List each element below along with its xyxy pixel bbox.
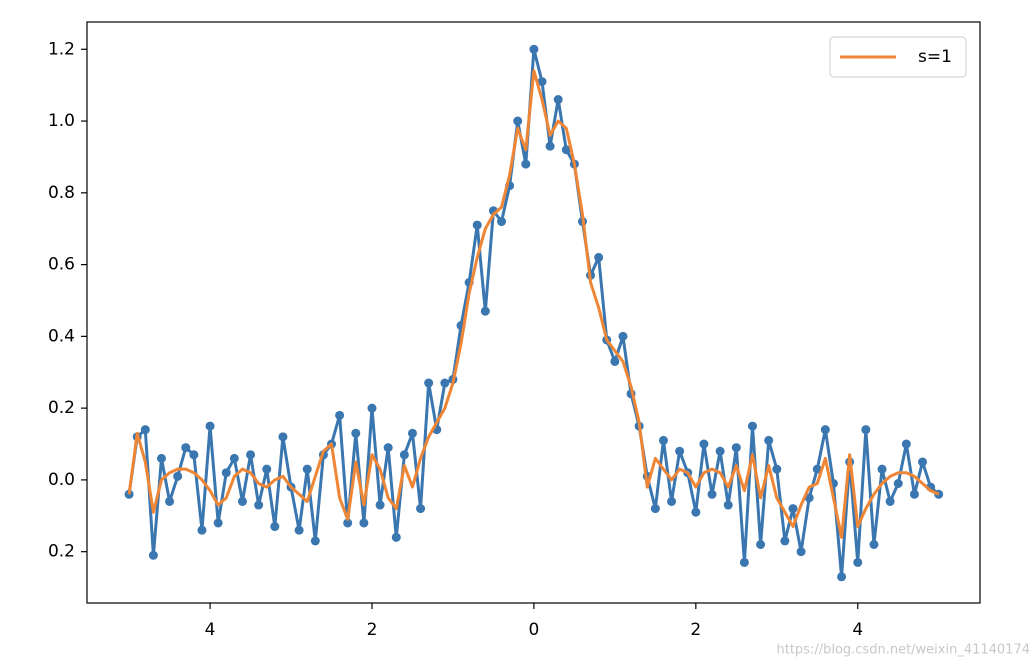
point xyxy=(594,252,604,262)
point xyxy=(140,425,150,435)
point xyxy=(359,518,369,528)
point xyxy=(812,464,822,474)
point xyxy=(148,550,158,560)
point xyxy=(197,525,207,535)
x-tick-label: 0 xyxy=(528,620,539,640)
x-tick-label: 2 xyxy=(367,620,378,640)
series-line xyxy=(127,69,940,539)
point xyxy=(399,450,409,460)
point xyxy=(440,378,450,388)
point xyxy=(237,496,247,506)
point xyxy=(764,435,774,445)
point xyxy=(691,507,701,517)
point xyxy=(820,425,830,435)
point xyxy=(472,220,482,230)
point xyxy=(181,443,191,453)
point xyxy=(156,453,166,463)
point xyxy=(335,410,345,420)
y-tick-label: 1.2 xyxy=(48,39,75,59)
point xyxy=(780,536,790,546)
point xyxy=(861,425,871,435)
point xyxy=(351,428,361,438)
x-tick-label: 4 xyxy=(205,620,216,640)
x-tick-label: 2 xyxy=(690,620,701,640)
y-tick-label: 0.0 xyxy=(48,470,75,490)
point xyxy=(205,421,215,431)
point xyxy=(529,44,539,54)
point xyxy=(796,547,806,557)
point xyxy=(667,496,677,506)
point xyxy=(545,141,555,151)
point xyxy=(918,457,928,467)
point xyxy=(715,446,725,456)
point xyxy=(707,489,717,499)
point xyxy=(788,504,798,514)
point xyxy=(480,306,490,316)
x-tick-label: 4 xyxy=(852,620,863,640)
y-tick-label: 0.8 xyxy=(48,183,75,203)
point xyxy=(367,403,377,413)
axes-frame xyxy=(86,21,981,604)
point xyxy=(553,95,563,105)
point xyxy=(254,500,264,510)
point xyxy=(739,557,749,567)
point xyxy=(877,464,887,474)
point xyxy=(885,496,895,506)
point xyxy=(723,500,733,510)
point xyxy=(302,464,312,474)
point xyxy=(853,557,863,567)
point xyxy=(173,471,183,481)
point xyxy=(391,532,401,542)
point xyxy=(513,116,523,126)
point xyxy=(343,518,353,528)
point xyxy=(561,145,571,155)
point xyxy=(383,443,393,453)
point xyxy=(747,421,757,431)
point xyxy=(246,450,256,460)
y-tick-label: 1.0 xyxy=(48,111,75,131)
y-tick-label: 0.6 xyxy=(48,255,75,275)
point xyxy=(756,540,766,550)
point xyxy=(909,489,919,499)
point xyxy=(650,504,660,514)
point xyxy=(213,518,223,528)
point xyxy=(294,525,304,535)
legend-box xyxy=(829,36,967,78)
point xyxy=(521,159,531,169)
point xyxy=(497,217,507,227)
point xyxy=(893,478,903,488)
legend-label: s=1 xyxy=(918,47,952,67)
y-tick-label: 0.2 xyxy=(48,542,75,562)
point xyxy=(610,356,620,366)
point xyxy=(699,439,709,449)
point xyxy=(407,428,417,438)
point xyxy=(731,443,741,453)
point xyxy=(270,522,280,532)
point xyxy=(262,464,272,474)
point xyxy=(416,504,426,514)
watermark: https://blog.csdn.net/weixin_41140174 xyxy=(776,643,1030,658)
y-tick-label: 0.2 xyxy=(48,398,75,418)
y-tick-label: 0.4 xyxy=(48,326,75,346)
point xyxy=(189,450,199,460)
point xyxy=(537,77,547,87)
point xyxy=(837,572,847,582)
point xyxy=(424,378,434,388)
point xyxy=(901,439,911,449)
point xyxy=(165,496,175,506)
point xyxy=(658,435,668,445)
point xyxy=(675,446,685,456)
point xyxy=(278,432,288,442)
point xyxy=(618,331,628,341)
point xyxy=(310,536,320,546)
point xyxy=(221,468,231,478)
point xyxy=(229,453,239,463)
point xyxy=(772,464,782,474)
point xyxy=(124,489,134,499)
point xyxy=(375,500,385,510)
point xyxy=(869,540,879,550)
